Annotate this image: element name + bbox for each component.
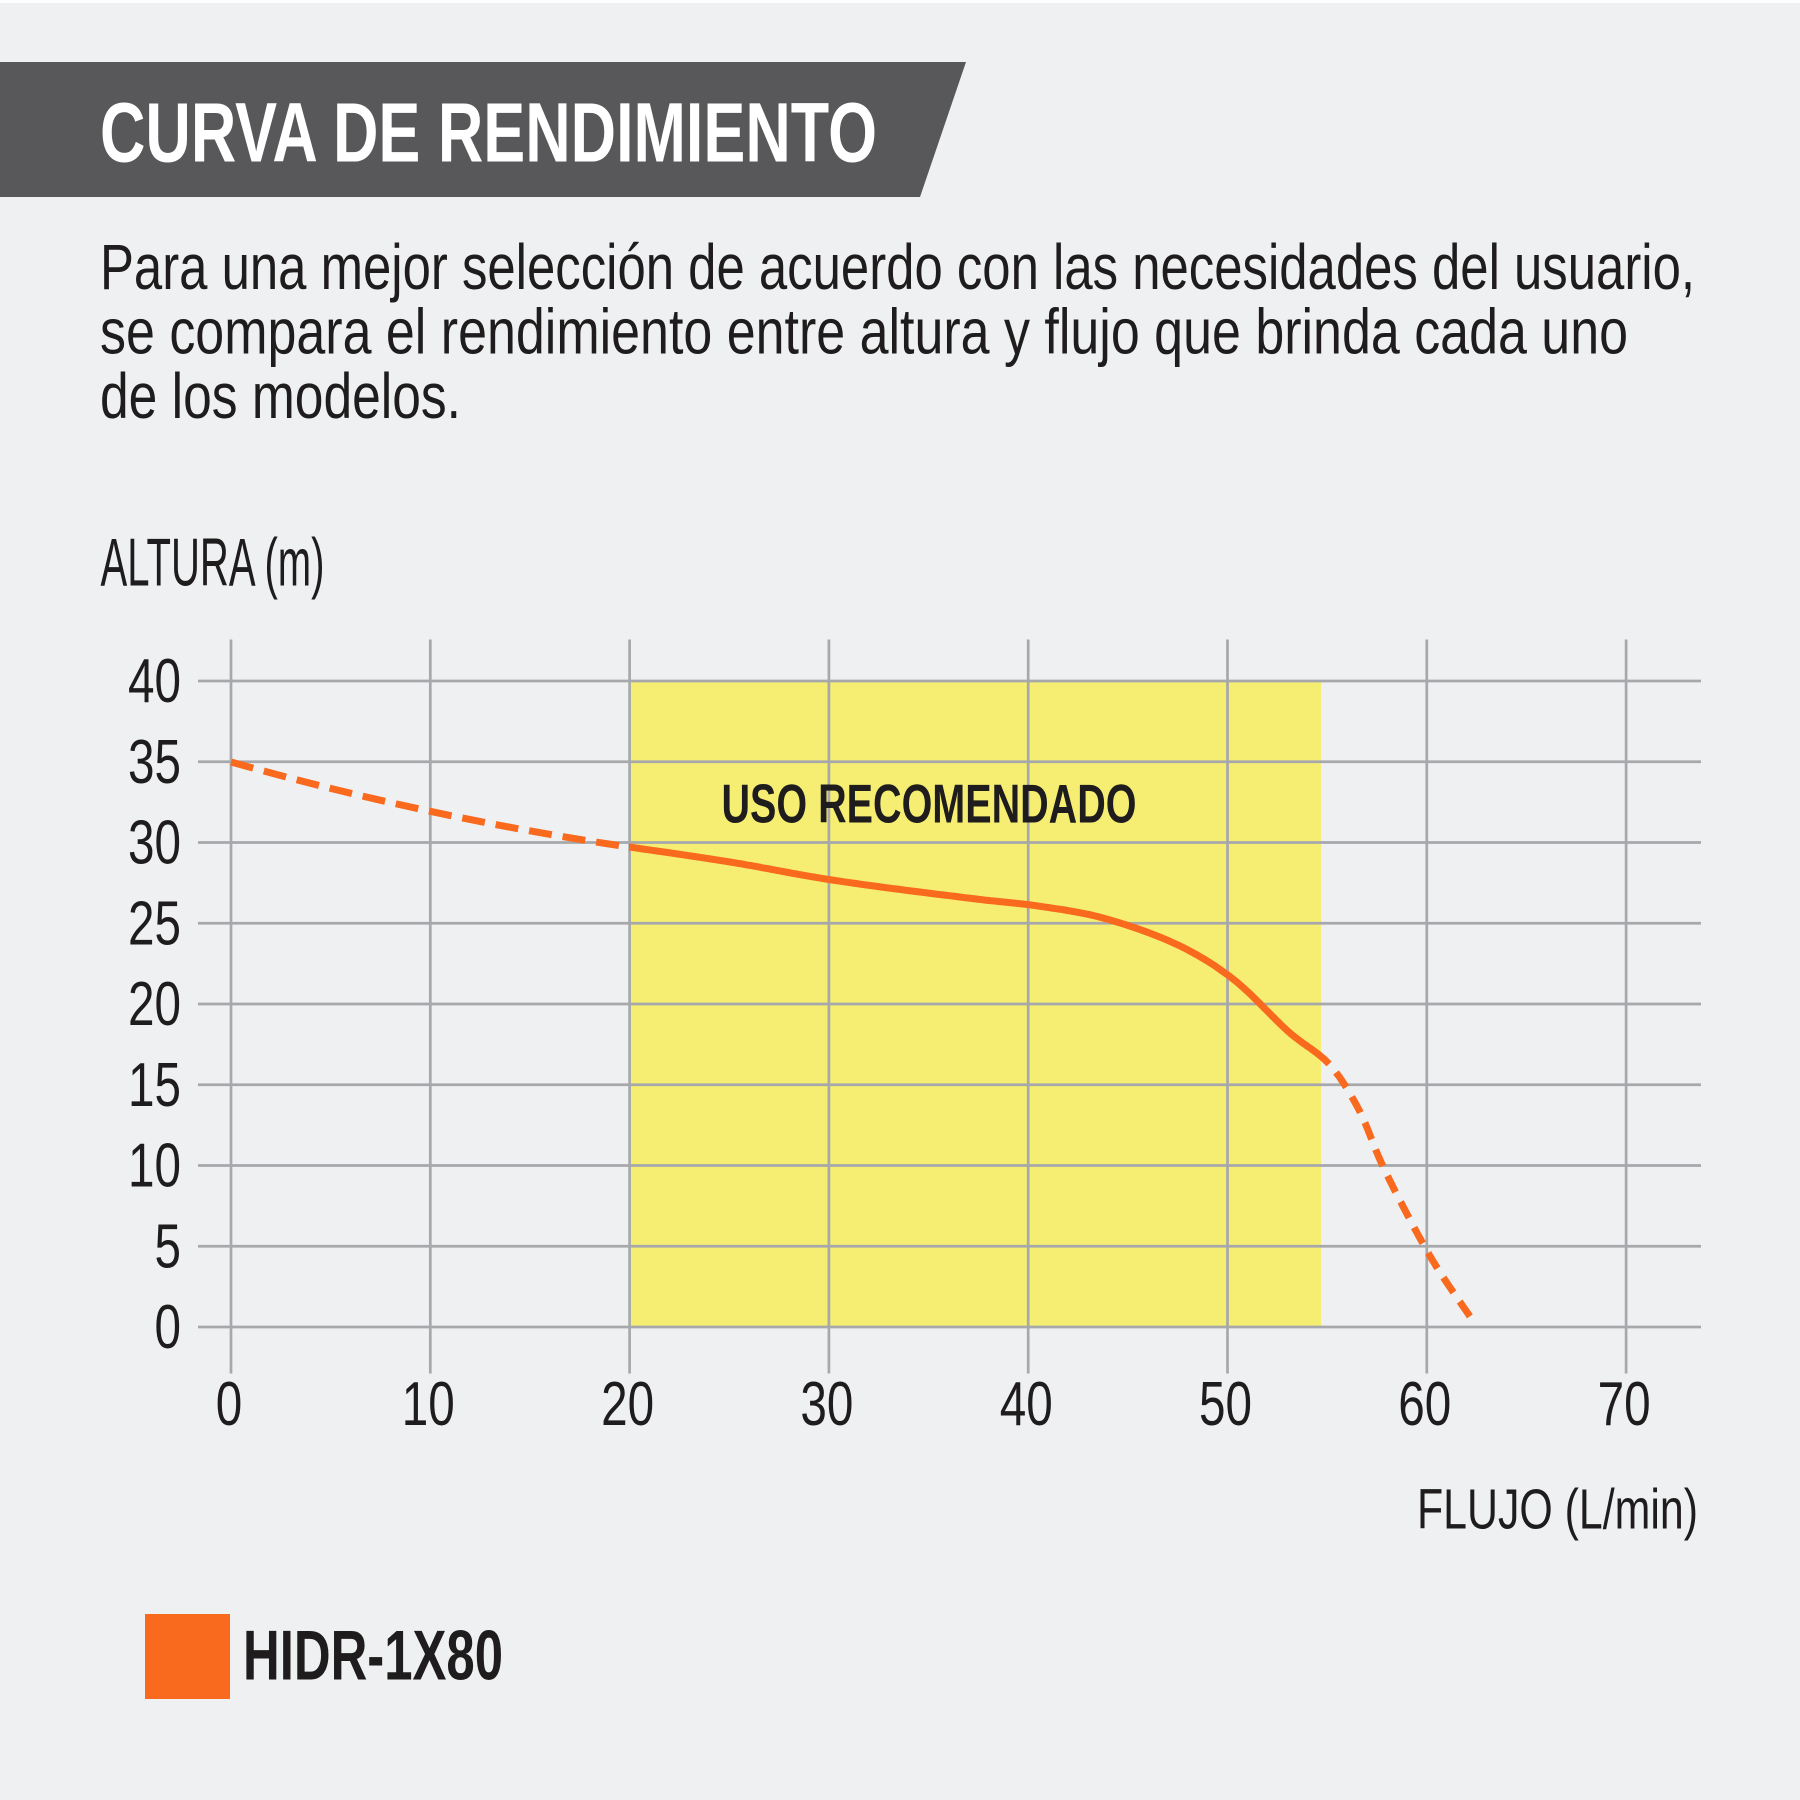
svg-text:40: 40 bbox=[128, 647, 181, 716]
svg-text:30: 30 bbox=[800, 1370, 853, 1439]
svg-text:FLUJO (L/min): FLUJO (L/min) bbox=[1417, 1478, 1698, 1541]
svg-text:de los modelos.: de los modelos. bbox=[100, 360, 461, 432]
svg-text:25: 25 bbox=[128, 889, 181, 958]
svg-text:15: 15 bbox=[128, 1051, 181, 1120]
svg-text:HIDR-1X80: HIDR-1X80 bbox=[243, 1617, 503, 1695]
svg-text:se compara el rendimiento entr: se compara el rendimiento entre altura y… bbox=[100, 296, 1628, 368]
svg-text:Para una mejor selección de ac: Para una mejor selección de acuerdo con … bbox=[100, 231, 1695, 303]
svg-text:CURVA DE RENDIMIENTO: CURVA DE RENDIMIENTO bbox=[100, 85, 877, 180]
svg-text:USO RECOMENDADO: USO RECOMENDADO bbox=[722, 773, 1137, 834]
svg-text:30: 30 bbox=[128, 809, 181, 878]
svg-text:ALTURA (m): ALTURA (m) bbox=[101, 525, 325, 601]
svg-text:0: 0 bbox=[155, 1293, 182, 1362]
svg-text:0: 0 bbox=[216, 1370, 243, 1439]
svg-text:20: 20 bbox=[128, 970, 181, 1039]
svg-text:10: 10 bbox=[128, 1132, 181, 1201]
svg-text:5: 5 bbox=[155, 1212, 182, 1281]
svg-text:10: 10 bbox=[402, 1370, 455, 1439]
svg-text:50: 50 bbox=[1199, 1370, 1252, 1439]
svg-text:35: 35 bbox=[128, 728, 181, 797]
svg-text:20: 20 bbox=[601, 1370, 654, 1439]
svg-text:60: 60 bbox=[1398, 1370, 1451, 1439]
svg-text:40: 40 bbox=[1000, 1370, 1053, 1439]
svg-text:70: 70 bbox=[1598, 1370, 1651, 1439]
